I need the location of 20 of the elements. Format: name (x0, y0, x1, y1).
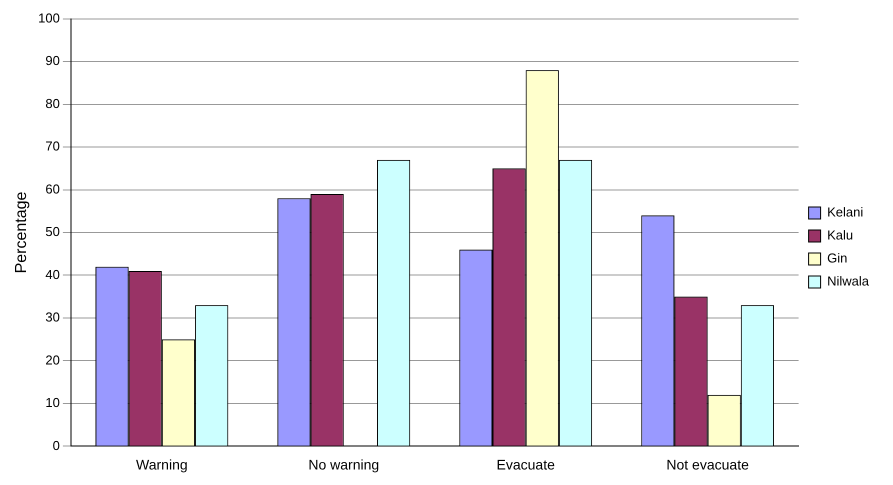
y-tick-label: 20 (45, 352, 60, 368)
y-tick-label: 50 (45, 224, 60, 240)
legend-label: Kelani (827, 204, 864, 220)
y-tick-label: 10 (45, 395, 60, 410)
y-tick-label: 40 (45, 266, 60, 282)
x-tick-label: No warning (308, 456, 380, 472)
y-axis-title: Percentage (13, 191, 30, 274)
x-tick-label: Warning (136, 456, 188, 472)
legend-label: Kalu (827, 228, 854, 243)
y-tick-label: 70 (45, 138, 60, 154)
y-tick-label: 30 (45, 310, 60, 325)
x-tick-label: Evacuate (496, 456, 556, 472)
y-tick-label: 80 (45, 96, 60, 111)
y-tick-label: 90 (45, 53, 60, 68)
legend-label: Gin (827, 250, 848, 266)
y-tick-label: 0 (52, 438, 60, 453)
y-tick-label: 60 (45, 181, 60, 196)
legend-label: Nilwala (827, 274, 870, 289)
x-tick-label: Not evacuate (666, 456, 750, 472)
y-tick-label: 100 (38, 10, 60, 26)
